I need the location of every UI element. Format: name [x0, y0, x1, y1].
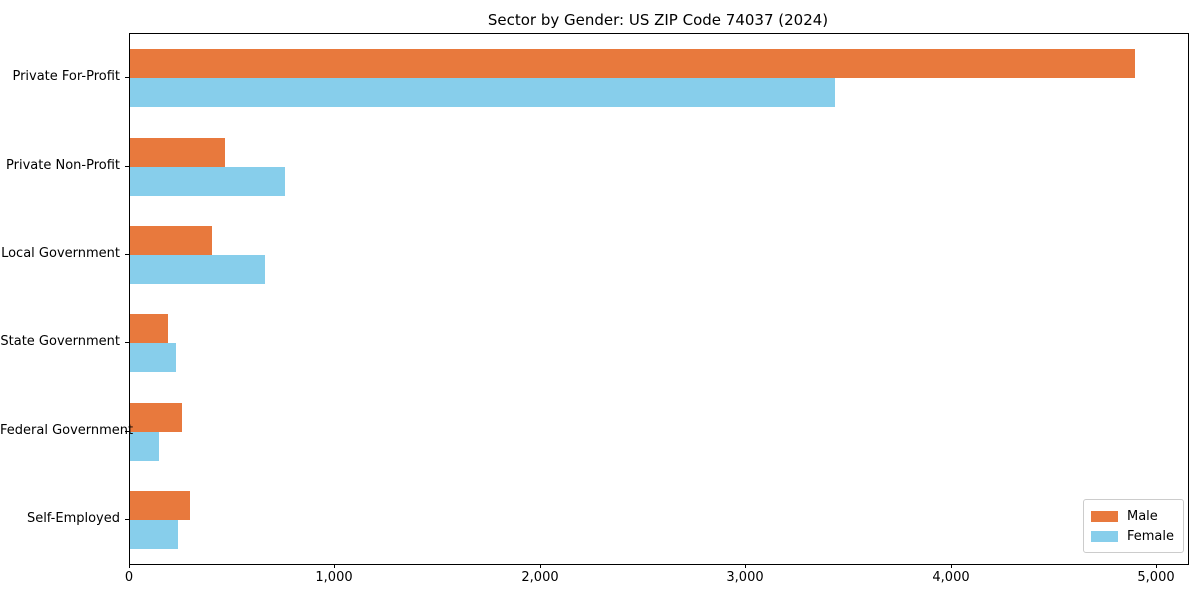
y-axis-tick-mark [125, 77, 129, 79]
bar-female-local-government [130, 254, 265, 284]
x-axis-tick-label: 1,000 [315, 570, 353, 585]
bar-female-private-for-profit [130, 78, 835, 108]
bar-female-state-government [130, 343, 176, 373]
legend-label-male: Male [1126, 508, 1158, 524]
legend-swatch-female-icon [1090, 530, 1118, 542]
x-axis-tick-mark [745, 564, 746, 568]
x-axis-tick-mark [129, 564, 130, 568]
bar-male-federal-government [130, 402, 182, 432]
bar-male-private-for-profit [130, 49, 1135, 79]
x-axis-tick-mark [1156, 564, 1157, 568]
legend-item-female: Female [1090, 526, 1174, 546]
legend-label-female: Female [1126, 528, 1174, 544]
y-axis-tick-mark [125, 253, 129, 255]
y-axis-category-label: Local Government [1, 245, 120, 261]
x-axis-tick-label: 0 [124, 570, 134, 585]
y-axis-category-label: Federal Government [0, 422, 134, 438]
legend: Male Female [1082, 499, 1184, 553]
legend-item-male: Male [1090, 506, 1174, 526]
x-axis-tick-mark [540, 564, 541, 568]
bar-male-local-government [130, 225, 212, 255]
bar-male-private-non-profit [130, 137, 225, 167]
bar-female-federal-government [130, 431, 159, 461]
x-axis-tick-mark [334, 564, 335, 568]
bar-male-self-employed [130, 490, 190, 520]
y-axis-tick-mark [125, 518, 129, 520]
x-axis-tick-label: 4,000 [932, 570, 970, 585]
chart-title: Sector by Gender: US ZIP Code 74037 (202… [487, 11, 829, 29]
legend-swatch-male-icon [1090, 510, 1118, 522]
y-axis-category-label: Self-Employed [26, 510, 120, 526]
y-axis-category-label: State Government [0, 334, 120, 350]
y-axis-category-label: Private Non-Profit [6, 157, 120, 173]
x-axis-tick-mark [951, 564, 952, 568]
x-axis-tick-label: 5,000 [1137, 570, 1175, 585]
bar-male-state-government [130, 314, 168, 344]
bar-female-self-employed [130, 519, 178, 549]
y-axis-tick-mark [125, 165, 129, 167]
x-axis-tick-label: 2,000 [521, 570, 559, 585]
bar-female-private-non-profit [130, 166, 285, 196]
y-axis-category-label: Private For-Profit [12, 69, 120, 85]
y-axis-tick-mark [125, 430, 129, 432]
plot-area [129, 33, 1189, 565]
y-axis-tick-mark [125, 342, 129, 344]
x-axis-tick-label: 3,000 [726, 570, 764, 585]
